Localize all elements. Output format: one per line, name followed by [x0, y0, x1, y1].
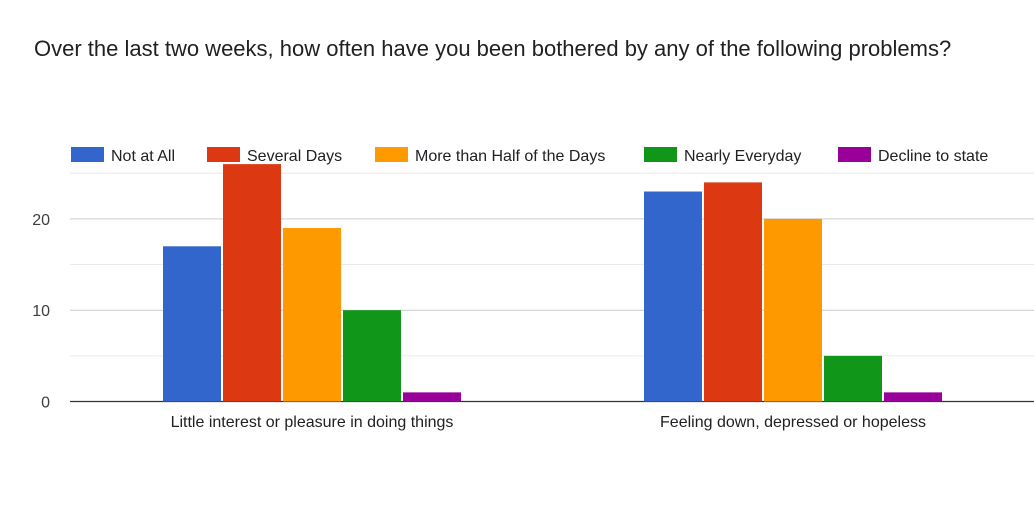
bar-not-at-all [163, 246, 221, 402]
legend-label: Nearly Everyday [684, 148, 801, 165]
legend-label: More than Half of the Days [415, 148, 605, 165]
bar-nearly-everyday [343, 310, 401, 402]
legend-item-several-days[interactable]: Several Days [207, 147, 342, 165]
bar-decline-to-state [884, 392, 942, 402]
legend-label: Several Days [247, 148, 342, 165]
bar-more-than-half-of-the-days [283, 228, 341, 402]
bar-several-days [704, 182, 762, 402]
legend-swatch [375, 147, 408, 162]
legend-swatch [838, 147, 871, 162]
x-axis-categories: Little interest or pleasure in doing thi… [171, 414, 926, 431]
legend-item-nearly-everyday[interactable]: Nearly Everyday [644, 147, 801, 165]
x-category-label: Feeling down, depressed or hopeless [660, 414, 926, 431]
bar-several-days [223, 164, 281, 402]
legend-item-more-than-half-of-the-days[interactable]: More than Half of the Days [375, 147, 605, 165]
y-axis-ticks: 0 10 20 [32, 212, 50, 412]
y-tick-label: 20 [32, 212, 50, 229]
y-tick-label: 0 [41, 395, 50, 412]
legend-swatch [644, 147, 677, 162]
legend-label: Not at All [111, 148, 175, 165]
bar-nearly-everyday [824, 355, 882, 402]
bar-not-at-all [644, 191, 702, 402]
legend-item-decline-to-state[interactable]: Decline to state [838, 147, 988, 165]
bar-decline-to-state [403, 392, 461, 402]
y-tick-label: 10 [32, 303, 50, 320]
legend-swatch [71, 147, 104, 162]
bars [163, 164, 942, 402]
bar-more-than-half-of-the-days [764, 218, 822, 402]
legend: Not at All Several Days More than Half of … [71, 147, 988, 165]
chart-title: Over the last two weeks, how often have … [34, 36, 952, 61]
legend-item-not-at-all[interactable]: Not at All [71, 147, 175, 165]
legend-label: Decline to state [878, 148, 988, 165]
legend-swatch [207, 147, 240, 162]
x-category-label: Little interest or pleasure in doing thi… [171, 414, 454, 431]
